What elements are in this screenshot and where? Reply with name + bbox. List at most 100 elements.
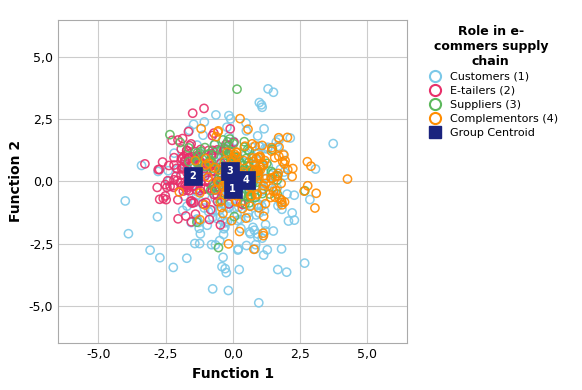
Point [208,214,218,220]
Point [274,153,283,160]
Point [200,119,209,125]
Point [169,177,179,183]
Point [219,183,229,190]
Point [194,220,204,226]
Point [181,213,190,219]
Point [266,194,275,200]
Point [259,232,268,239]
Point [310,205,320,211]
Point [239,170,248,176]
Point [224,170,233,176]
Point [278,159,288,165]
Point [230,158,239,164]
Point [259,252,268,258]
Point [251,212,261,218]
Point [217,147,226,153]
Point [226,156,235,162]
Point [214,167,223,173]
Point [254,201,263,207]
Point [244,200,254,206]
Point [221,147,230,153]
Point [190,240,200,246]
Text: 3: 3 [227,167,233,176]
Point [152,184,162,191]
Point [253,173,262,179]
Point [190,174,200,180]
Point [232,149,241,155]
Point [195,216,204,223]
Point [225,200,234,207]
Point [188,173,197,179]
Point [176,146,186,152]
Point [185,179,194,186]
Point [260,158,269,164]
Point [232,193,242,199]
Point [165,131,175,138]
Point [173,197,183,203]
Point [238,206,247,212]
Point [244,184,254,190]
Point [232,189,241,195]
Point [277,206,286,213]
Point [186,141,196,147]
Point [249,168,258,175]
Point [254,154,263,160]
Point [211,242,220,248]
Point [178,155,187,161]
Point [200,144,210,151]
Point [232,176,241,182]
Point [274,144,283,150]
Point [212,192,222,199]
Point [261,180,271,186]
Point [243,147,253,153]
Point [232,182,241,188]
Point [220,224,229,230]
Point [268,146,277,152]
Point [217,174,226,181]
Legend: Customers (1), E-tailers (2), Suppliers (3), Complementors (4), Group Centroid: Customers (1), E-tailers (2), Suppliers … [424,25,558,138]
Point [189,121,198,128]
Point [222,182,231,188]
Point [209,168,218,175]
Point [230,213,239,220]
Point [276,197,286,203]
Point [213,129,222,135]
Point [244,215,253,221]
Point [195,165,204,172]
Point [194,152,204,159]
Point [201,162,211,168]
Point [242,128,251,134]
Point [198,168,208,174]
Point [204,151,213,157]
Point [211,184,221,191]
Point [178,164,187,170]
Point [229,155,239,161]
Point [218,163,228,169]
Point [249,172,258,178]
Point [186,220,196,226]
Point [232,182,241,188]
Point [158,159,167,165]
Point [240,201,250,207]
Point [210,141,219,147]
Point [198,132,208,138]
Point [273,173,282,179]
Point [140,161,150,167]
Point [255,154,265,161]
Point [187,153,197,160]
Point [254,176,264,182]
Point [182,187,191,193]
Point [272,185,282,191]
Point [243,174,253,180]
Point [196,148,205,154]
Point [210,187,219,193]
Point [190,155,200,161]
X-axis label: Function 1: Function 1 [191,367,274,381]
Point [204,177,213,183]
Point [221,168,230,174]
Point [245,163,254,170]
Point [213,199,222,205]
Point [223,168,232,175]
Point [161,193,170,199]
Point [250,168,259,175]
